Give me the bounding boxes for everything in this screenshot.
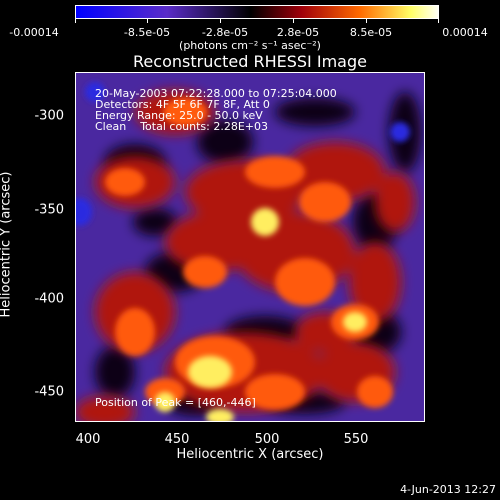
orange-region (275, 258, 335, 306)
colorbar-tickmark (75, 19, 76, 23)
yellow-region (206, 409, 234, 422)
colorbar-tick-label: 8.5e-05 (349, 26, 393, 39)
y-tick-label: -400 (34, 291, 64, 307)
rhessi-image (75, 72, 425, 422)
orange-region (105, 168, 145, 196)
colorbar-tickmark (438, 19, 439, 23)
x-tick-label: 400 (75, 432, 101, 447)
colorbar-units: (photons cm⁻² s⁻¹ asec⁻²) (179, 39, 321, 52)
colorbar-tick-label: -0.00014 (9, 26, 59, 39)
orange-region (163, 98, 207, 126)
colorbar-tick-label: 0.00014 (442, 26, 488, 39)
plot-frame (75, 72, 425, 422)
colorbar-tickmark (366, 19, 367, 23)
dark-region (197, 120, 253, 164)
dark-region (275, 98, 355, 126)
peak-position: Position of Peak = [460,-446] (95, 396, 256, 409)
colorbar-tick-label: 2.8e-05 (276, 26, 320, 39)
dark-region (95, 346, 135, 398)
blue-region (75, 198, 92, 226)
orange-region (357, 376, 393, 408)
colorbar-tickmark (293, 19, 294, 23)
x-tick-label: 550 (343, 432, 369, 447)
orange-region (299, 182, 351, 222)
y-tick-label: -450 (34, 384, 64, 400)
y-tick-label: -350 (34, 202, 64, 218)
red-region (349, 242, 401, 322)
yellow-region (188, 356, 232, 388)
method-counts: Clean Total counts: 2.28E+03 (95, 120, 269, 133)
blue-region (390, 122, 410, 142)
x-tick-label: 500 (254, 432, 280, 447)
y-tick-label: -300 (34, 108, 64, 124)
yellow-region (343, 312, 367, 332)
red-region (75, 396, 135, 422)
x-axis-label: Heliocentric X (arcsec) (176, 447, 324, 462)
x-tick-label: 450 (164, 432, 190, 447)
yellow-region (155, 392, 175, 412)
colorbar-tick-label: -2.8e-05 (201, 26, 249, 39)
orange-region (245, 156, 305, 188)
red-region (165, 212, 265, 272)
y-axis-label: Heliocentric Y (arcsec) (0, 171, 14, 318)
dark-region (133, 208, 177, 236)
footer-date: 4-Jun-2013 12:27 (400, 483, 496, 496)
yellow-region (251, 208, 279, 236)
colorbar-tick-label: -8.5e-05 (123, 26, 171, 39)
energy-range: Energy Range: 25.0 - 50.0 keV (95, 109, 263, 122)
colorbar-tickmark (147, 19, 148, 23)
orange-region (115, 308, 155, 356)
time-range: 20-May-2003 07:22:28.000 to 07:25:04.000 (95, 87, 337, 100)
orange-region (183, 256, 227, 288)
red-region (375, 172, 415, 232)
colorbar (75, 5, 439, 19)
orange-region (245, 374, 305, 410)
detectors: Detectors: 4F 5F 6F 7F 8F, Att 0 (95, 98, 270, 111)
plot-title: Reconstructed RHESSI Image (133, 52, 367, 71)
colorbar-tickmark (220, 19, 221, 23)
blue-region (85, 82, 105, 102)
